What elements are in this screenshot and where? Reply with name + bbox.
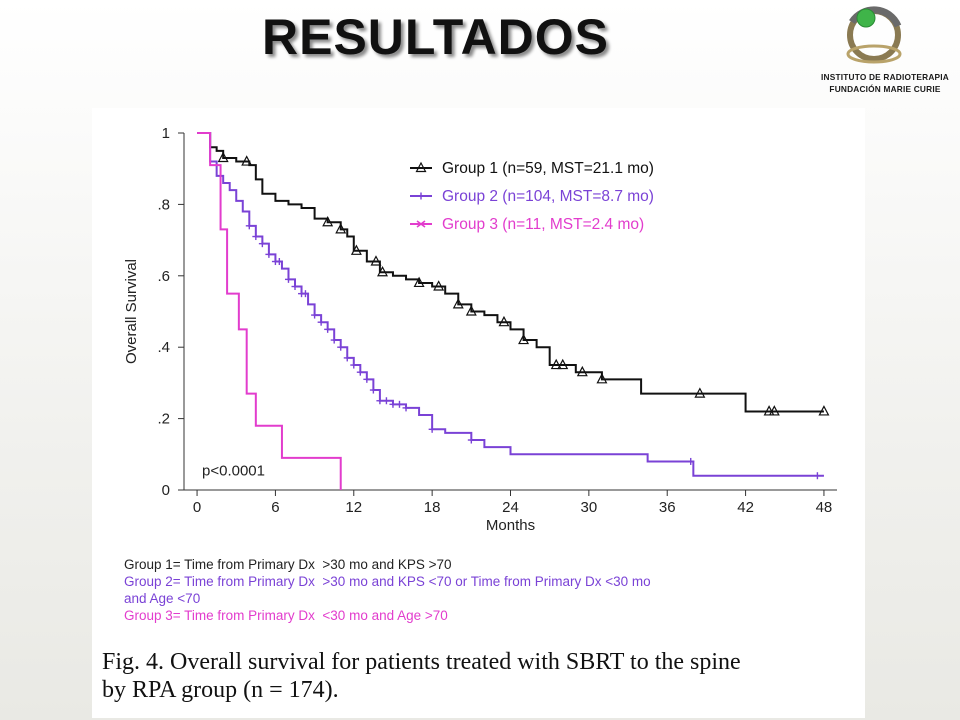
- series-1-censor-mark: [370, 255, 382, 266]
- y-axis-label: Overall Survival: [123, 259, 140, 364]
- series-1-censor-mark: [322, 215, 334, 227]
- legend-marker-3: [416, 220, 426, 228]
- series-2-censor-mark: [311, 311, 319, 319]
- series-2-censor-mark: [317, 318, 325, 326]
- series-2-censor-mark: [330, 336, 338, 344]
- series-1-censor-mark: [465, 305, 477, 316]
- series-1-censor-mark: [818, 405, 830, 416]
- series-2-censor-mark: [376, 397, 384, 405]
- series-2-censor-mark: [275, 258, 283, 266]
- series-1-censor-mark: [596, 373, 608, 384]
- x-tick-label: 48: [816, 499, 833, 516]
- institute-logo: INSTITUTO DE RADIOTERAPIA FUNDACIÓN MARI…: [812, 4, 958, 96]
- x-tick-label: 36: [659, 499, 676, 516]
- y-tick-label: 1: [162, 125, 170, 142]
- series-2-censor-mark: [389, 400, 397, 408]
- legend-label-2: Group 2 (n=104, MST=8.7 mo): [442, 188, 654, 205]
- x-tick-label: 30: [581, 499, 598, 516]
- series-1-censor-mark: [433, 280, 445, 291]
- series-2-censor-mark: [369, 386, 377, 394]
- y-tick-label: .2: [157, 411, 170, 428]
- survival-chart: 0 .2 .4 .6 .8 1 0 6 12 18 24 30 36 42 48 Months Overall …: [123, 125, 837, 534]
- x-axis-label: Months: [486, 517, 535, 534]
- series-1-censor-mark: [550, 358, 562, 370]
- x-tick-label: 12: [345, 499, 362, 516]
- y-tick-label: .6: [157, 268, 170, 285]
- series-2-censor-mark: [337, 343, 345, 351]
- series-2-censor-mark: [291, 283, 299, 291]
- series-1-censor-mark: [557, 358, 569, 370]
- logo-line-2: FUNDACIÓN MARIE CURIE: [829, 84, 941, 94]
- series-2-censor-mark: [813, 472, 821, 480]
- series-2-censor-mark: [301, 290, 309, 298]
- caption-line1: Overall survival for patients treated wi…: [170, 649, 741, 675]
- legend-marker-2: [417, 192, 425, 200]
- slide-title: RESULTADOS: [262, 9, 610, 65]
- series-1-censor-mark: [576, 365, 588, 377]
- series-1-censor-mark: [452, 298, 464, 309]
- logo-emblem-icon: [846, 6, 902, 64]
- series-1-censor-mark: [241, 155, 253, 166]
- series-2-censor-mark: [395, 400, 403, 408]
- figure-panel: 0 .2 .4 .6 .8 1 0 6 12 18 24 30 36 42 48 Months Overall …: [92, 108, 865, 718]
- series-2-censor-mark: [402, 404, 410, 412]
- series-1-censor-mark: [768, 405, 780, 416]
- logo-line-1: INSTITUTO DE RADIOTERAPIA: [821, 72, 949, 82]
- group3-definition: Group 3= Time from Primary Dx <30 mo and…: [124, 608, 448, 623]
- series-2-censor-mark: [467, 436, 475, 444]
- series-1-censor-mark: [518, 333, 530, 345]
- series-2-censor-mark: [265, 250, 273, 258]
- group2-definition-line2: and Age <70: [124, 591, 201, 606]
- series-3-line: [197, 132, 342, 490]
- series-1-censor-mark: [413, 276, 425, 288]
- y-tick-label: .4: [157, 339, 170, 356]
- x-tick-label: 18: [424, 499, 441, 516]
- series-2-censor-mark: [350, 361, 358, 369]
- series-1-censor-mark: [694, 387, 706, 398]
- series-2-censor-mark: [687, 457, 695, 465]
- y-tick-label: .8: [157, 196, 170, 213]
- series-2-censor-mark: [428, 425, 436, 433]
- legend-label-1: Group 1 (n=59, MST=21.1 mo): [442, 160, 654, 177]
- figure-label: Fig. 4.: [102, 649, 165, 675]
- legend-marker-1: [415, 161, 427, 173]
- y-tick-label: 0: [162, 482, 170, 499]
- series-2-censor-mark: [343, 354, 351, 362]
- group2-definition-line1: Group 2= Time from Primary Dx >30 mo and…: [124, 574, 651, 589]
- p-value-annotation: p<0.0001: [202, 463, 265, 480]
- series-1-censor-mark: [350, 244, 362, 255]
- series-1-censor-mark: [763, 405, 775, 416]
- x-tick-label: 0: [193, 499, 201, 516]
- series-2-censor-mark: [382, 397, 390, 405]
- legend-label-3: Group 3 (n=11, MST=2.4 mo): [442, 216, 644, 233]
- group-definitions: Group 1= Time from Primary Dx >30 mo and…: [124, 556, 651, 624]
- series-2-line: [197, 132, 824, 477]
- series-1-line: [197, 132, 824, 413]
- series-2-censor-mark: [324, 325, 332, 333]
- x-tick-label: 6: [271, 499, 279, 516]
- caption-line2: by RPA group (n = 174).: [102, 677, 339, 703]
- series-2-censor-mark: [252, 233, 260, 241]
- series-2-censor-mark: [258, 240, 266, 248]
- series-1-censor-mark: [335, 223, 347, 234]
- series-2-censor-mark: [284, 275, 292, 283]
- series-1-censor-mark: [498, 315, 510, 327]
- series-1-censor-mark: [217, 151, 229, 163]
- group1-definition: Group 1= Time from Primary Dx >30 mo and…: [124, 557, 452, 572]
- series-2-censor-mark: [356, 368, 364, 376]
- x-tick-label: 24: [502, 499, 519, 516]
- series-2-censor-mark: [245, 222, 253, 230]
- figure-caption: Fig. 4. Overall survival for patients tr…: [102, 648, 741, 704]
- series-1-censor-mark: [377, 265, 389, 277]
- x-tick-label: 42: [737, 499, 754, 516]
- series-2-censor-mark: [363, 375, 371, 383]
